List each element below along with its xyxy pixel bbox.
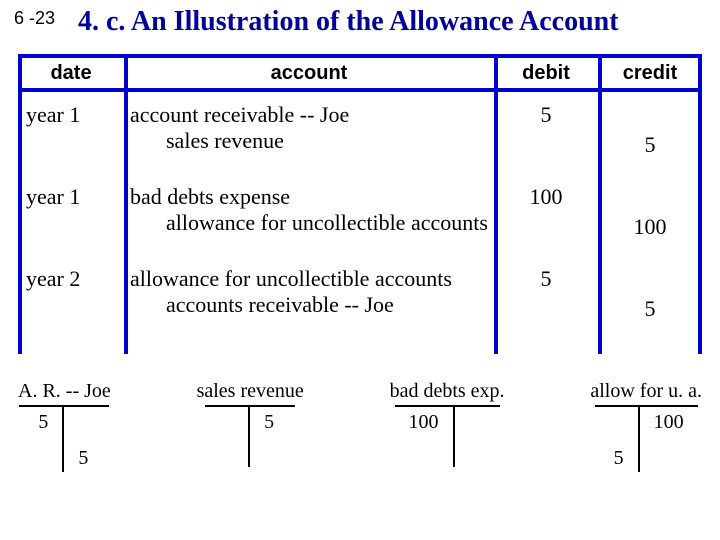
t-account-title: A. R. -- Joe [18,380,111,403]
entry-date: year 2 [18,266,124,322]
page-number: 6 -23 [14,8,55,29]
t-right: 5 [64,407,109,472]
t-account-title: bad debts exp. [390,380,505,403]
t-account: sales revenue 5 [197,380,304,473]
entry-credit: 5 [598,266,702,322]
col-header-account: account [124,62,494,85]
t-left: 5 [595,407,640,472]
entry-debit: 5 [494,266,598,322]
t-value: 5 [78,447,95,470]
entry-line: allowance for uncollectible accounts [130,210,494,236]
ledger-table: date account debit credit year 1 account… [18,54,702,340]
t-account-title: allow for u. a. [590,380,702,403]
entry-account: account receivable -- Joe sales revenue [124,102,494,158]
col-header-credit: credit [598,62,702,85]
entry-account: allowance for uncollectible accounts acc… [124,266,494,322]
entry-credit: 5 [598,102,702,158]
entry-line: accounts receivable -- Joe [130,292,494,318]
col-header-debit: debit [494,62,598,85]
t-account: A. R. -- Joe 5 5 [18,380,111,473]
t-value: 100 [409,411,439,434]
debit-value: 5 [541,102,552,127]
t-left: 100 [395,407,455,467]
t-left: 5 [19,407,64,472]
entry-line: allowance for uncollectible accounts [130,266,494,292]
t-accounts-row: A. R. -- Joe 5 5 sales revenue [18,380,702,473]
credit-value: 5 [598,296,702,322]
t-left [205,407,250,467]
debit-value: 5 [541,266,552,291]
entry-account: bad debts expense allowance for uncollec… [124,184,494,240]
ledger-row: year 1 bad debts expense allowance for u… [18,176,702,258]
debit-value: 100 [530,184,563,209]
entry-date: year 1 [18,184,124,240]
entry-date: year 1 [18,102,124,158]
credit-value: 100 [598,214,702,240]
t-value: 5 [609,447,624,470]
t-account: allow for u. a. 5 100 [590,380,702,473]
ledger-row: year 2 allowance for uncollectible accou… [18,258,702,340]
credit-value: 5 [598,132,702,158]
t-right: 100 [640,407,698,472]
entry-debit: 100 [494,184,598,240]
t-account-title: sales revenue [197,380,304,403]
page-title: 4. c. An Illustration of the Allowance A… [78,6,714,38]
t-value: 5 [264,411,281,434]
t-right: 5 [250,407,295,467]
col-header-date: date [18,62,124,85]
entry-line: bad debts expense [130,184,494,210]
entry-line: sales revenue [130,128,494,154]
entry-credit: 100 [598,184,702,240]
t-account: bad debts exp. 100 [390,380,505,473]
t-value: 100 [654,411,684,434]
t-value: 5 [33,411,48,434]
ledger-row: year 1 account receivable -- Joe sales r… [18,94,702,176]
t-right [455,407,500,467]
entry-debit: 5 [494,102,598,158]
entry-line: account receivable -- Joe [130,102,494,128]
